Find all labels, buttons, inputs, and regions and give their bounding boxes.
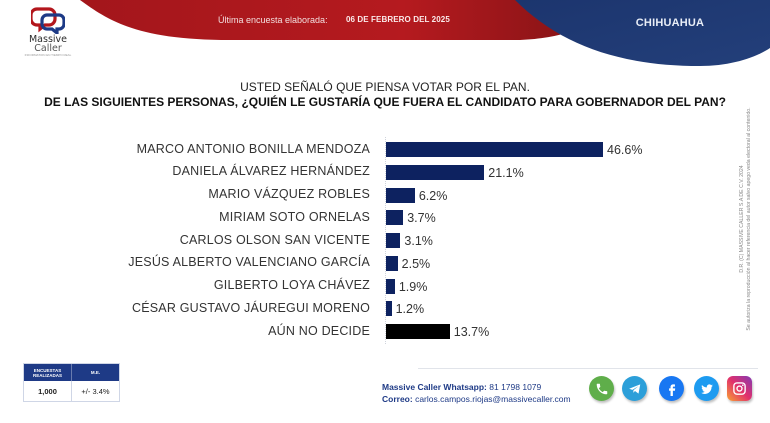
- value-label: 1.2%: [395, 302, 425, 317]
- chart-title: DE LAS SIGUIENTES PERSONAS, ¿QUIÉN LE GU…: [44, 95, 726, 109]
- copyright-line2: Se autoriza la reproducción al hacer ref…: [746, 107, 752, 331]
- copyright-notice: D.R. (C) MASSIVE CALLER S.A DE C.V. 2024…: [734, 84, 758, 354]
- value-label: 6.2%: [418, 188, 448, 203]
- twitter-icon[interactable]: [694, 376, 719, 401]
- category-label: MARCO ANTONIO BONILLA MENDOZA: [136, 141, 370, 156]
- brand-name-line1: Massive: [28, 34, 68, 45]
- bar: [386, 255, 398, 271]
- survey-date-value: 06 DE FEBRERO DEL 2025: [346, 15, 450, 24]
- copyright-line1: D.R. (C) MASSIVE CALLER S.A DE C.V. 2024: [739, 165, 745, 273]
- chart-subtitle: USTED SEÑALÓ QUE PIENSA VOTAR POR EL PAN…: [240, 80, 530, 94]
- value-label: 2.5%: [401, 256, 431, 271]
- value-label: 3.1%: [404, 234, 433, 248]
- brand-logo: Massive Caller INFORMATION EN TIEMPO REA…: [22, 6, 74, 57]
- value-label: 1.9%: [398, 279, 428, 294]
- whatsapp-number[interactable]: 81 1798 1079: [489, 382, 542, 392]
- bar: [386, 164, 485, 180]
- email-link[interactable]: carlos.campos.riojas@massivecaller.com: [415, 394, 571, 404]
- value-label: 46.6%: [607, 143, 643, 157]
- category-label: CARLOS OLSON SAN VICENTE: [179, 232, 370, 247]
- chart-axis-line: [385, 137, 386, 344]
- bar: [386, 142, 603, 157]
- state-name: CHIHUAHUA: [635, 17, 705, 29]
- surveys-header: ENCUESTAS REALIZADAS: [33, 367, 62, 378]
- category-label: MARIO VÁZQUEZ ROBLES: [208, 187, 370, 201]
- bar: [386, 233, 401, 248]
- survey-stats-table: ENCUESTAS REALIZADAS M.E. 1,000 +/- 3.4%: [23, 363, 120, 402]
- instagram-icon[interactable]: [727, 376, 752, 401]
- bar: [386, 324, 450, 339]
- whatsapp-label: Massive Caller Whatsapp:: [382, 382, 487, 392]
- email-label: Correo:: [382, 394, 413, 404]
- navy-banner-shape: [515, 0, 770, 66]
- brand-name-line2: Caller: [34, 43, 62, 54]
- category-label: CÉSAR GUSTAVO JÁUREGUI MORENO: [131, 300, 370, 315]
- value-label: 21.1%: [488, 165, 524, 180]
- whatsapp-icon[interactable]: [589, 376, 614, 401]
- margin-error-value: +/- 3.4%: [71, 381, 119, 401]
- category-label: MIRIAM SOTO ORNELAS: [219, 209, 370, 224]
- telegram-icon[interactable]: [622, 376, 647, 401]
- category-label: JESÚS ALBERTO VALENCIANO GARCÍA: [128, 255, 370, 270]
- contact-info: Massive Caller Whatsapp: 81 1798 1079 Co…: [382, 381, 571, 405]
- category-label: DANIELA ÁLVAREZ HERNÁNDEZ: [172, 164, 370, 179]
- header-banner: [80, 0, 770, 66]
- category-label: AÚN NO DECIDE: [268, 323, 370, 338]
- value-label: 13.7%: [453, 325, 490, 339]
- footer-divider: [418, 368, 758, 369]
- bar: [386, 301, 392, 317]
- surveys-value: 1,000: [38, 386, 57, 396]
- bar: [386, 278, 395, 294]
- category-label: GILBERTO LOYA CHÁVEZ: [213, 278, 370, 292]
- margin-error-header: M.E.: [71, 364, 119, 381]
- survey-date-label: Última encuesta elaborada:: [218, 15, 328, 25]
- value-label: 3.7%: [407, 211, 436, 226]
- brand-tagline: INFORMATION EN TIEMPO REAL: [24, 53, 72, 57]
- bar: [386, 210, 404, 226]
- facebook-icon[interactable]: [659, 376, 684, 401]
- bar: [386, 187, 415, 203]
- red-banner-shape: [80, 0, 620, 40]
- speech-bubbles-logo-icon: [31, 7, 65, 34]
